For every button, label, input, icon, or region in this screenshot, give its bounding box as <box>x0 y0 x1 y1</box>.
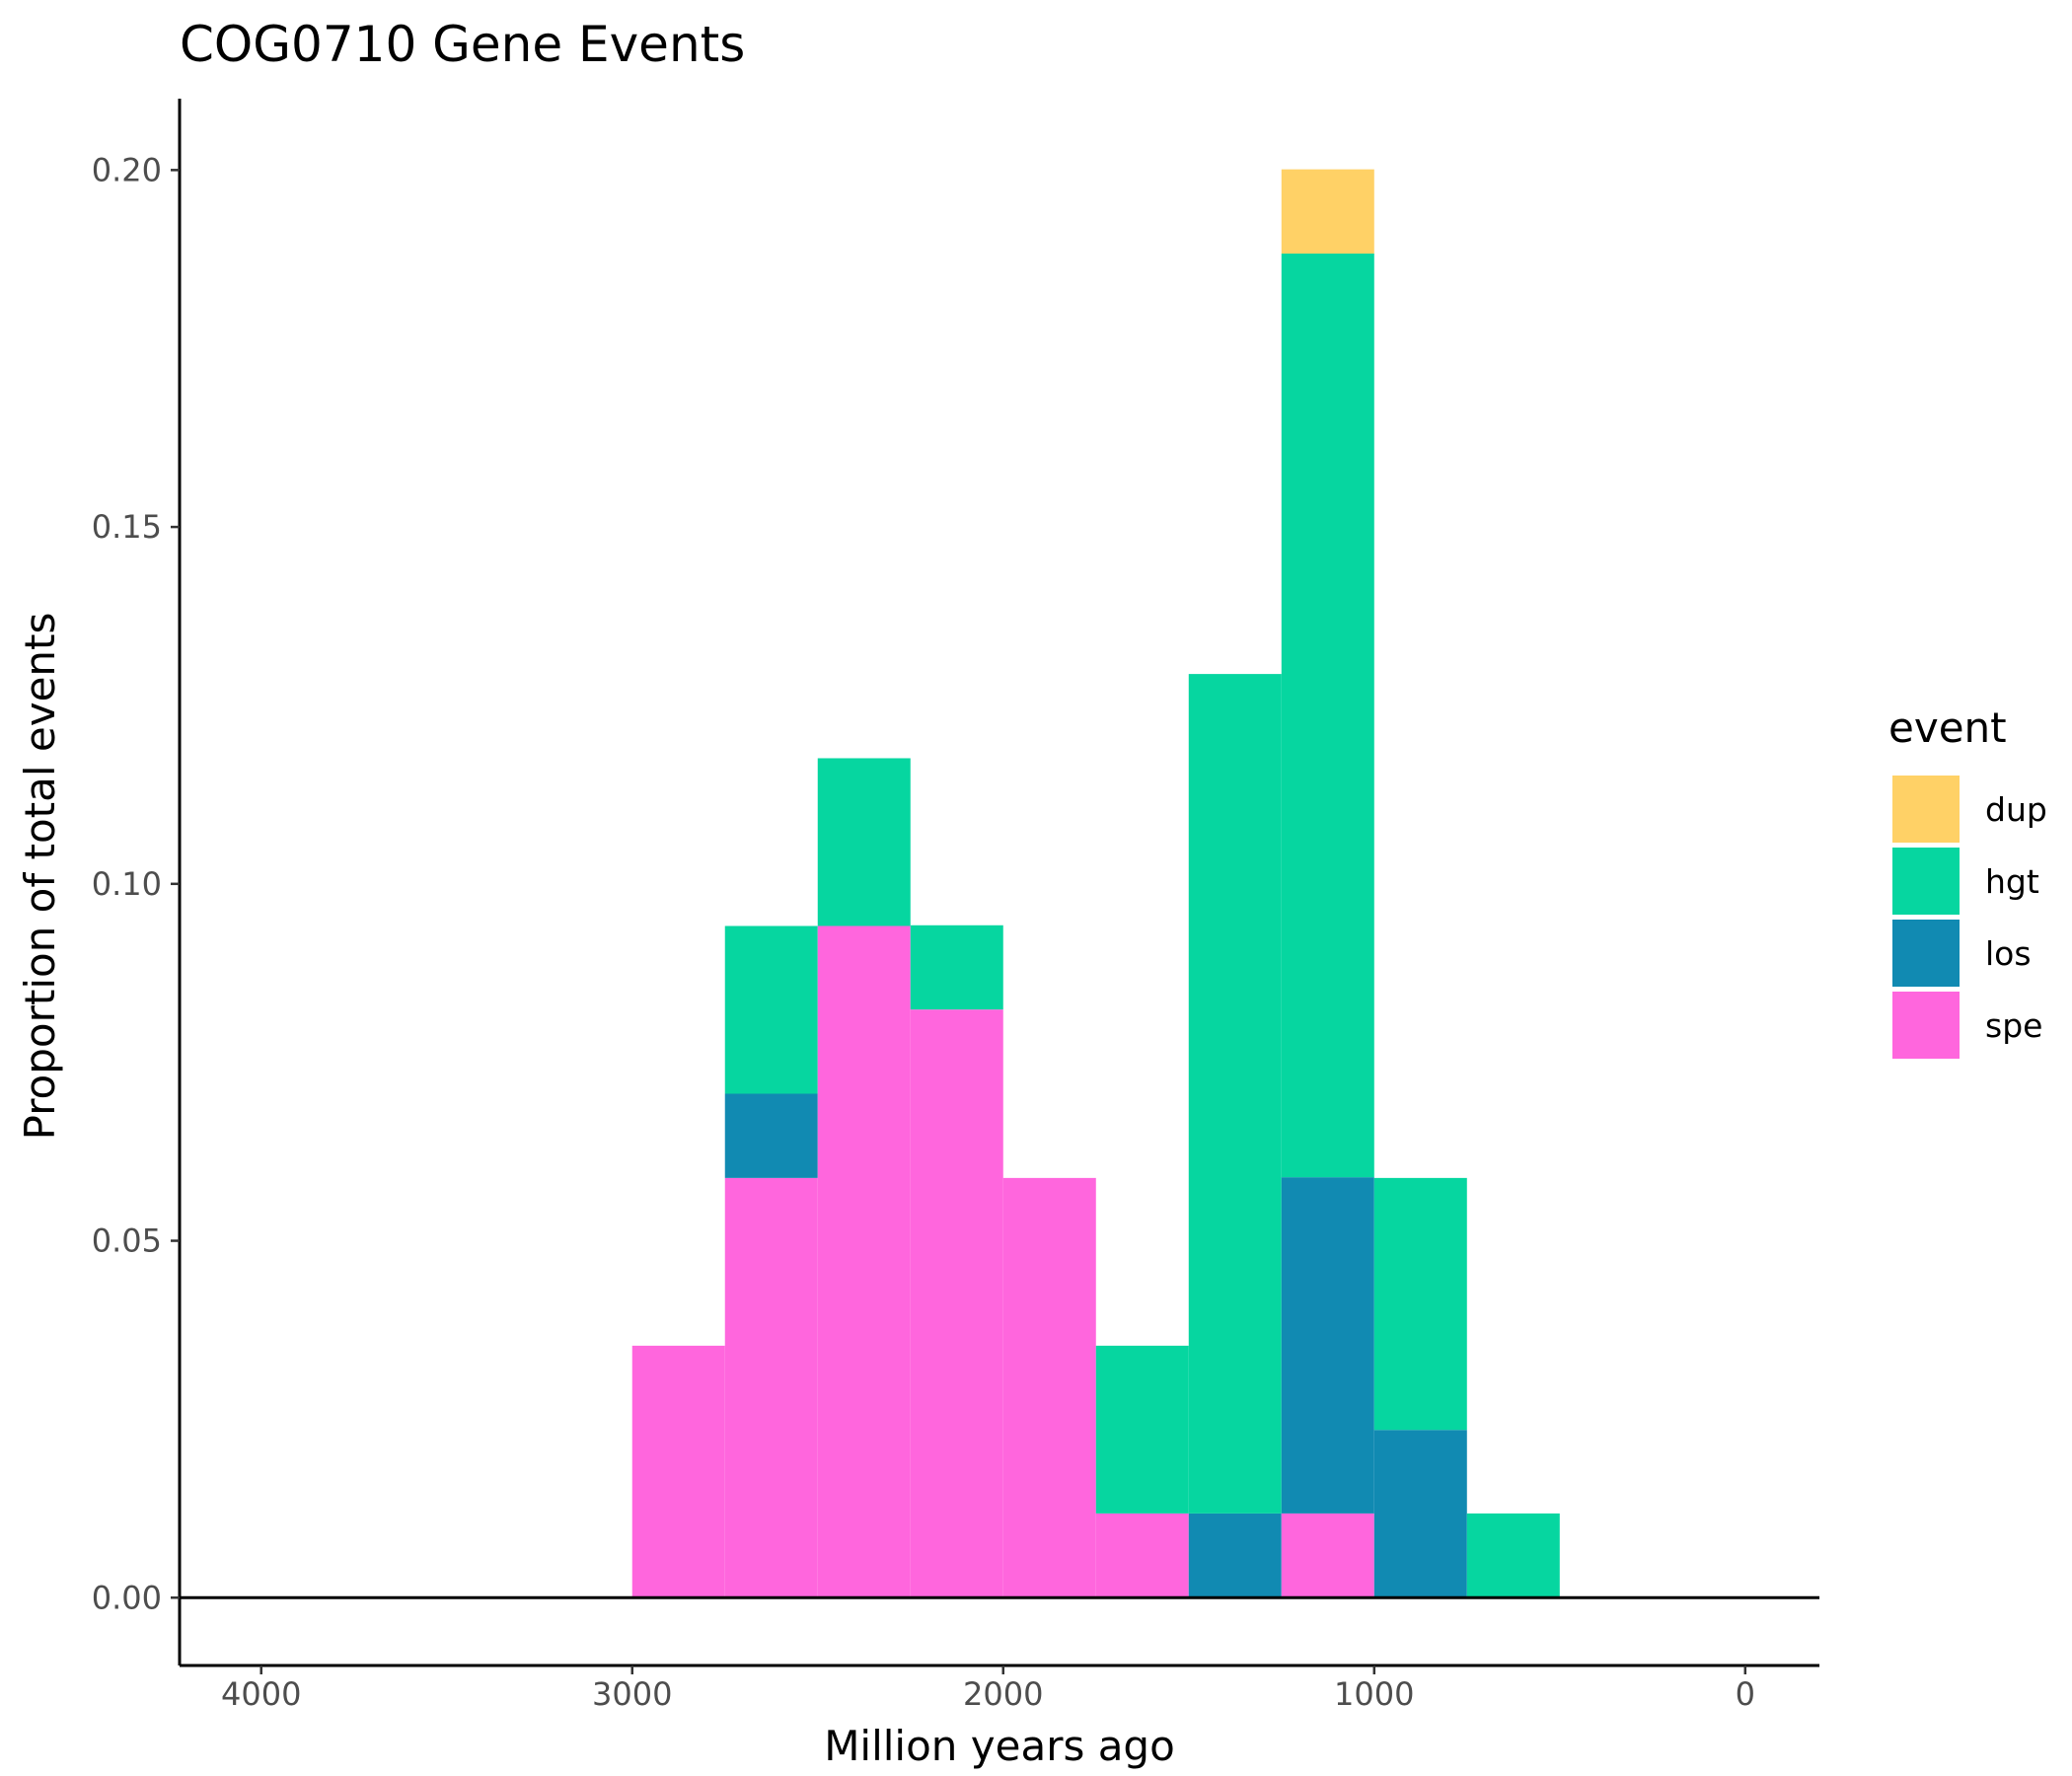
bar-hgt-2750 <box>724 925 818 1094</box>
bar-spe-2500 <box>817 925 911 1598</box>
y-tick-label: 0.15 <box>92 508 162 546</box>
y-axis-title: Proportion of total events <box>16 613 64 1141</box>
bar-hgt-1250 <box>1281 253 1374 1178</box>
bar-spe-2000 <box>1002 1177 1096 1598</box>
x-tick-label: 0 <box>1736 1675 1755 1713</box>
bar-hgt-750 <box>1466 1513 1560 1598</box>
axes-layer: 0.00 0.05 0.10 0.15 0.20 4000 3000 2000 1000 0 <box>92 99 1819 1713</box>
bar-spe-1750 <box>1095 1513 1189 1598</box>
legend-swatch-spe <box>1892 992 1960 1059</box>
legend-label-spe: spe <box>1985 1006 2042 1045</box>
chart-title: COG0710 Gene Events <box>180 16 745 73</box>
bar-hgt-1750 <box>1095 1345 1189 1514</box>
legend-title: event <box>1888 703 2007 752</box>
legend-label-dup: dup <box>1985 790 2047 829</box>
bar-spe-1250 <box>1281 1513 1374 1598</box>
bar-hgt-1500 <box>1188 674 1282 1514</box>
bar-los-1250 <box>1281 1177 1374 1514</box>
bar-spe-2250 <box>910 1009 1003 1598</box>
bar-hgt-2500 <box>817 758 911 926</box>
x-tick-label: 3000 <box>592 1675 672 1713</box>
x-tick-label: 1000 <box>1334 1675 1414 1713</box>
y-tick-label: 0.20 <box>92 151 162 188</box>
x-tick-label: 2000 <box>963 1675 1043 1713</box>
y-tick-label: 0.10 <box>92 865 162 903</box>
x-tick-label: 4000 <box>221 1675 301 1713</box>
bars-layer <box>631 169 1560 1598</box>
bar-hgt-1000 <box>1373 1177 1467 1431</box>
bar-hgt-2250 <box>910 925 1003 1010</box>
bar-los-1000 <box>1373 1430 1467 1598</box>
legend-swatch-hgt <box>1892 848 1960 915</box>
bar-los-2750 <box>724 1093 818 1178</box>
legend: event dup hgt los spe <box>1888 703 2047 1059</box>
bar-los-1500 <box>1188 1513 1282 1598</box>
legend-label-los: los <box>1985 934 2032 973</box>
bar-spe-2750 <box>724 1177 818 1598</box>
bar-spe-3000 <box>631 1345 725 1598</box>
y-tick-label: 0.00 <box>92 1579 162 1616</box>
y-tick-label: 0.05 <box>92 1222 162 1260</box>
legend-swatch-dup <box>1892 776 1960 843</box>
legend-label-hgt: hgt <box>1985 862 2039 901</box>
x-axis-title: Million years ago <box>824 1722 1175 1770</box>
bar-dup-1250 <box>1281 169 1374 254</box>
legend-swatch-los <box>1892 920 1960 987</box>
